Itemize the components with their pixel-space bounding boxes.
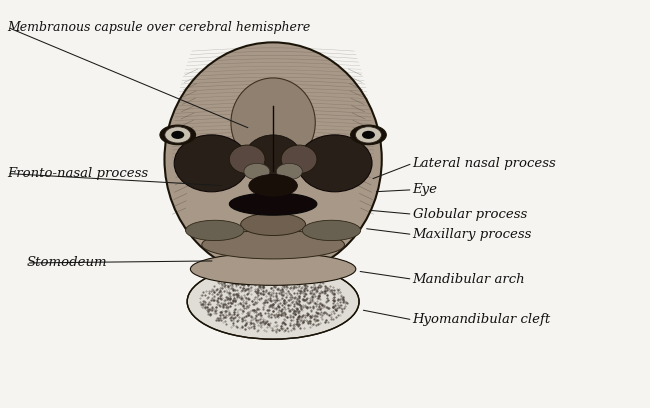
Ellipse shape	[281, 145, 317, 173]
Ellipse shape	[174, 135, 249, 192]
Ellipse shape	[164, 42, 382, 276]
Ellipse shape	[231, 78, 315, 167]
Circle shape	[356, 127, 382, 143]
Ellipse shape	[240, 213, 306, 235]
Ellipse shape	[160, 125, 196, 144]
Circle shape	[165, 127, 190, 143]
Circle shape	[172, 131, 184, 139]
Ellipse shape	[302, 220, 361, 241]
Text: Maxillary process: Maxillary process	[413, 228, 532, 241]
Ellipse shape	[202, 231, 344, 259]
Ellipse shape	[350, 125, 386, 144]
Text: Membranous capsule over cerebral hemisphere: Membranous capsule over cerebral hemisph…	[7, 21, 311, 33]
Ellipse shape	[276, 163, 302, 180]
Text: Globular process: Globular process	[413, 208, 526, 221]
Text: Fronto-nasal process: Fronto-nasal process	[7, 167, 148, 180]
Ellipse shape	[298, 135, 372, 192]
Ellipse shape	[229, 145, 265, 173]
Ellipse shape	[244, 135, 302, 184]
Text: Hyomandibular cleft: Hyomandibular cleft	[413, 313, 551, 326]
Text: Mandibular arch: Mandibular arch	[413, 273, 525, 286]
Ellipse shape	[244, 163, 270, 180]
Text: Lateral nasal process: Lateral nasal process	[413, 157, 556, 170]
Circle shape	[362, 131, 375, 139]
Ellipse shape	[229, 193, 317, 215]
Text: Eye: Eye	[413, 183, 437, 196]
Ellipse shape	[249, 175, 298, 197]
Ellipse shape	[187, 264, 359, 339]
Ellipse shape	[185, 220, 244, 241]
Ellipse shape	[190, 253, 356, 285]
Text: Stomodeum: Stomodeum	[27, 257, 107, 269]
